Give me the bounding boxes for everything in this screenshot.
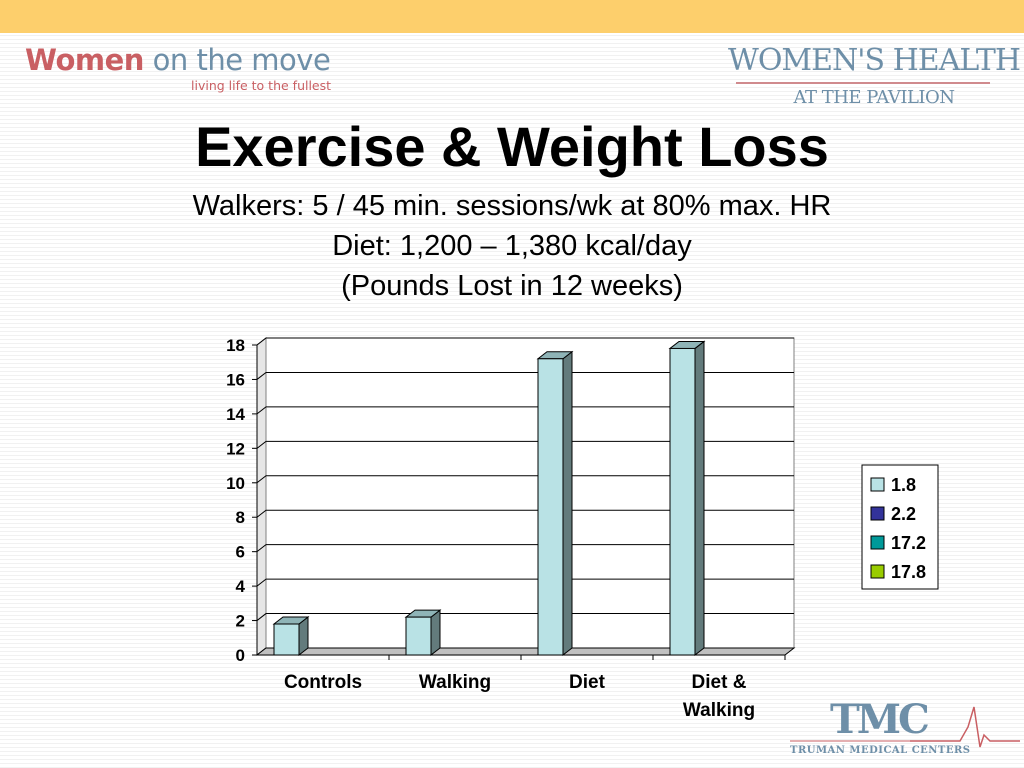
top-accent-bar bbox=[0, 0, 1024, 33]
gridline bbox=[256, 440, 794, 449]
legend-swatch bbox=[870, 535, 885, 550]
gridline bbox=[256, 371, 794, 380]
bar bbox=[273, 623, 300, 656]
chart-floor bbox=[255, 647, 796, 656]
bar bbox=[669, 347, 696, 656]
bar bbox=[537, 358, 564, 656]
gridline bbox=[256, 406, 794, 415]
legend-label: 17.2 bbox=[891, 533, 926, 553]
gridline bbox=[256, 509, 794, 518]
bar bbox=[405, 616, 432, 656]
logo-tagline: living life to the fullest bbox=[191, 78, 332, 93]
logo-words-on-the-move: on the move bbox=[152, 43, 331, 77]
subtitle-line-1: Walkers: 5 / 45 min. sessions/wk at 80% … bbox=[192, 190, 832, 222]
gridline bbox=[256, 475, 794, 484]
bars bbox=[272, 340, 706, 657]
chart-side-wall bbox=[256, 336, 267, 657]
gridline bbox=[256, 337, 794, 346]
bar-side bbox=[562, 350, 573, 657]
legend-swatch bbox=[870, 564, 885, 579]
y-tick-label: 10 bbox=[226, 474, 245, 493]
subtitle-line-3: (Pounds Lost in 12 weeks) bbox=[341, 270, 683, 302]
heartbeat-line-icon bbox=[910, 706, 1020, 748]
gridline bbox=[256, 578, 794, 587]
legend-swatch bbox=[870, 506, 885, 521]
y-tick-label: 0 bbox=[236, 646, 245, 665]
gridlines bbox=[252, 336, 796, 660]
y-tick-label: 18 bbox=[226, 336, 245, 355]
gridline bbox=[256, 613, 794, 621]
women-on-the-move-logo: Women on the move living life to the ful… bbox=[25, 43, 331, 93]
subtitle-line-2: Diet: 1,200 – 1,380 kcal/day bbox=[332, 230, 692, 262]
axis-labels: 0 2 4 6 8 10 12 14 16 18 Controls Walking Diet Diet &… bbox=[226, 336, 755, 721]
legend-swatch bbox=[870, 477, 885, 492]
legend-label: 17.8 bbox=[891, 562, 926, 582]
chart-back-wall bbox=[265, 337, 795, 649]
pavilion-wordmark: AT THE PAVILION bbox=[793, 87, 955, 108]
truman-medical-centers-logo: TMC TRUMAN MEDICAL CENTERS bbox=[790, 697, 1020, 756]
bar-side bbox=[430, 609, 441, 657]
y-tick-label: 16 bbox=[226, 370, 245, 389]
legend-label: 2.2 bbox=[891, 504, 916, 524]
logo-divider bbox=[736, 82, 990, 84]
tmc-wordmark: TMC bbox=[830, 697, 928, 743]
y-tick-label: 6 bbox=[236, 543, 245, 562]
womens-health-wordmark: WOMEN'S HEALTH bbox=[728, 43, 1021, 78]
x-category-label: Walking bbox=[683, 700, 755, 721]
womens-health-logo: WOMEN'S HEALTH AT THE PAVILION bbox=[728, 43, 1021, 109]
bar-side bbox=[694, 340, 705, 657]
y-tick-label: 12 bbox=[226, 439, 245, 458]
logo-word-women: Women bbox=[25, 43, 144, 77]
gridline bbox=[256, 544, 794, 553]
x-category-label: Walking bbox=[419, 672, 491, 693]
legend: 1.8 2.2 17.2 17.8 bbox=[861, 464, 939, 590]
y-tick-label: 2 bbox=[236, 612, 245, 631]
slide-title: Exercise & Weight Loss bbox=[195, 115, 829, 178]
y-tick-label: 4 bbox=[236, 577, 246, 596]
tmc-full-name: TRUMAN MEDICAL CENTERS bbox=[790, 745, 971, 756]
x-category-label: Controls bbox=[284, 672, 362, 693]
legend-label: 1.8 bbox=[891, 475, 916, 495]
y-tick-label: 14 bbox=[226, 405, 245, 424]
y-tick-label: 8 bbox=[236, 508, 245, 527]
x-category-label: Diet bbox=[569, 672, 606, 693]
x-category-label: Diet & bbox=[692, 672, 747, 693]
